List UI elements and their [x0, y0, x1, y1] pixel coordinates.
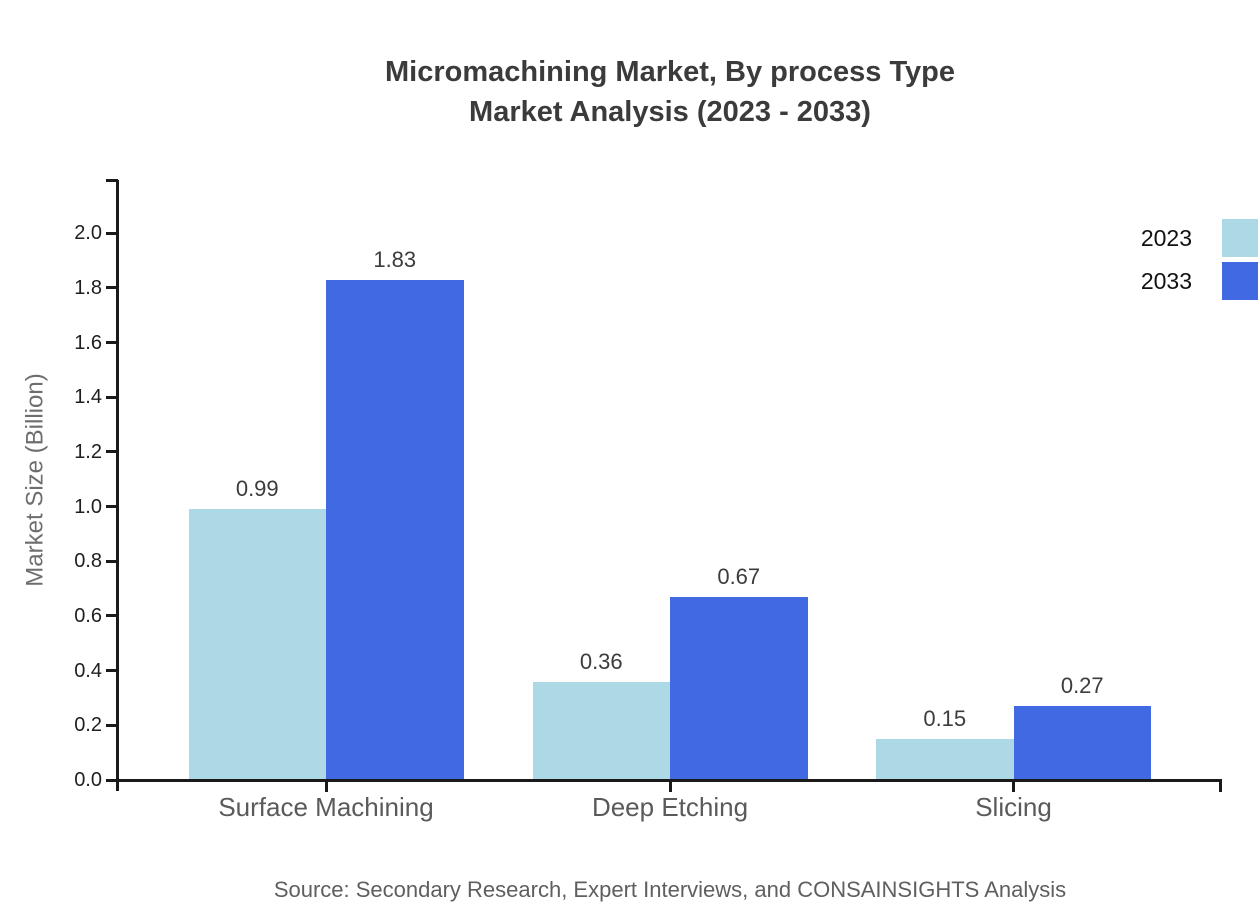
x-category-label: Deep Etching	[591, 792, 749, 822]
x-tick	[324, 781, 328, 792]
bar-value-2023-deep-etching: 0.36	[579, 648, 623, 674]
legend-label-2033: 2033	[1140, 267, 1192, 294]
bar-value-2033-surface-machining: 1.83	[373, 246, 417, 272]
y-tick-label: 1.8	[74, 276, 102, 299]
source-note: Source: Secondary Research, Expert Inter…	[273, 877, 1067, 902]
y-axis-line	[116, 180, 119, 791]
chart-title-line2: Market Analysis (2023 - 2033)	[469, 96, 871, 128]
x-tick	[668, 781, 672, 792]
y-tick	[106, 341, 116, 345]
legend-swatch-2023	[1222, 219, 1258, 257]
y-tick-label: 0.4	[74, 659, 102, 682]
bar-value-2033-deep-etching: 0.67	[717, 563, 761, 589]
legend: 2023 2033	[1141, 219, 1258, 300]
bar-2023-surface-machining	[188, 509, 326, 780]
bar-value-2033-slicing: 0.27	[1060, 673, 1104, 699]
y-tick-label: 1.6	[74, 331, 102, 354]
x-category-label: Slicing	[975, 792, 1052, 822]
y-tick-label: 0.2	[74, 714, 102, 737]
bar-value-2023-surface-machining: 0.99	[235, 476, 279, 502]
x-axis-end-tick	[1219, 781, 1222, 792]
bar-2033-deep-etching	[670, 596, 808, 780]
y-tick-label: 1.2	[74, 440, 102, 463]
y-tick-label: 1.0	[74, 495, 102, 518]
y-tick	[106, 450, 116, 454]
chart-title-line1: Micromachining Market, By process Type	[385, 56, 955, 88]
y-tick-label: 0.8	[74, 550, 102, 573]
bar-2023-slicing	[876, 738, 1014, 780]
y-tick	[106, 231, 116, 235]
y-tick	[106, 778, 116, 782]
y-tick	[106, 559, 116, 563]
y-tick-label: 0.6	[74, 604, 102, 627]
bar-2023-deep-etching	[532, 681, 670, 780]
y-tick	[106, 505, 116, 509]
y-tick	[106, 395, 116, 399]
y-tick	[106, 723, 116, 727]
y-tick-label: 0.0	[74, 769, 102, 791]
bar-2033-slicing	[1013, 706, 1151, 780]
x-category-label: Surface Machining	[218, 792, 434, 822]
y-tick	[106, 669, 116, 673]
y-tick-label: 2.0	[74, 222, 102, 245]
legend-label-2023: 2023	[1140, 224, 1192, 251]
bar-value-2023-slicing: 0.15	[923, 705, 967, 731]
legend-item-2033: 2033	[1141, 262, 1258, 300]
bar-2033-surface-machining	[326, 279, 464, 780]
x-tick	[1012, 781, 1015, 792]
legend-item-2023: 2023	[1141, 219, 1258, 257]
legend-swatch-2033	[1222, 262, 1258, 300]
chart-title: Micromachining Market, By process Type M…	[117, 52, 1223, 132]
y-tick	[106, 286, 116, 290]
y-tick	[106, 614, 116, 618]
y-axis-end-cap	[106, 178, 118, 182]
x-axis-line	[116, 778, 1222, 782]
y-tick-label: 1.4	[74, 386, 102, 409]
